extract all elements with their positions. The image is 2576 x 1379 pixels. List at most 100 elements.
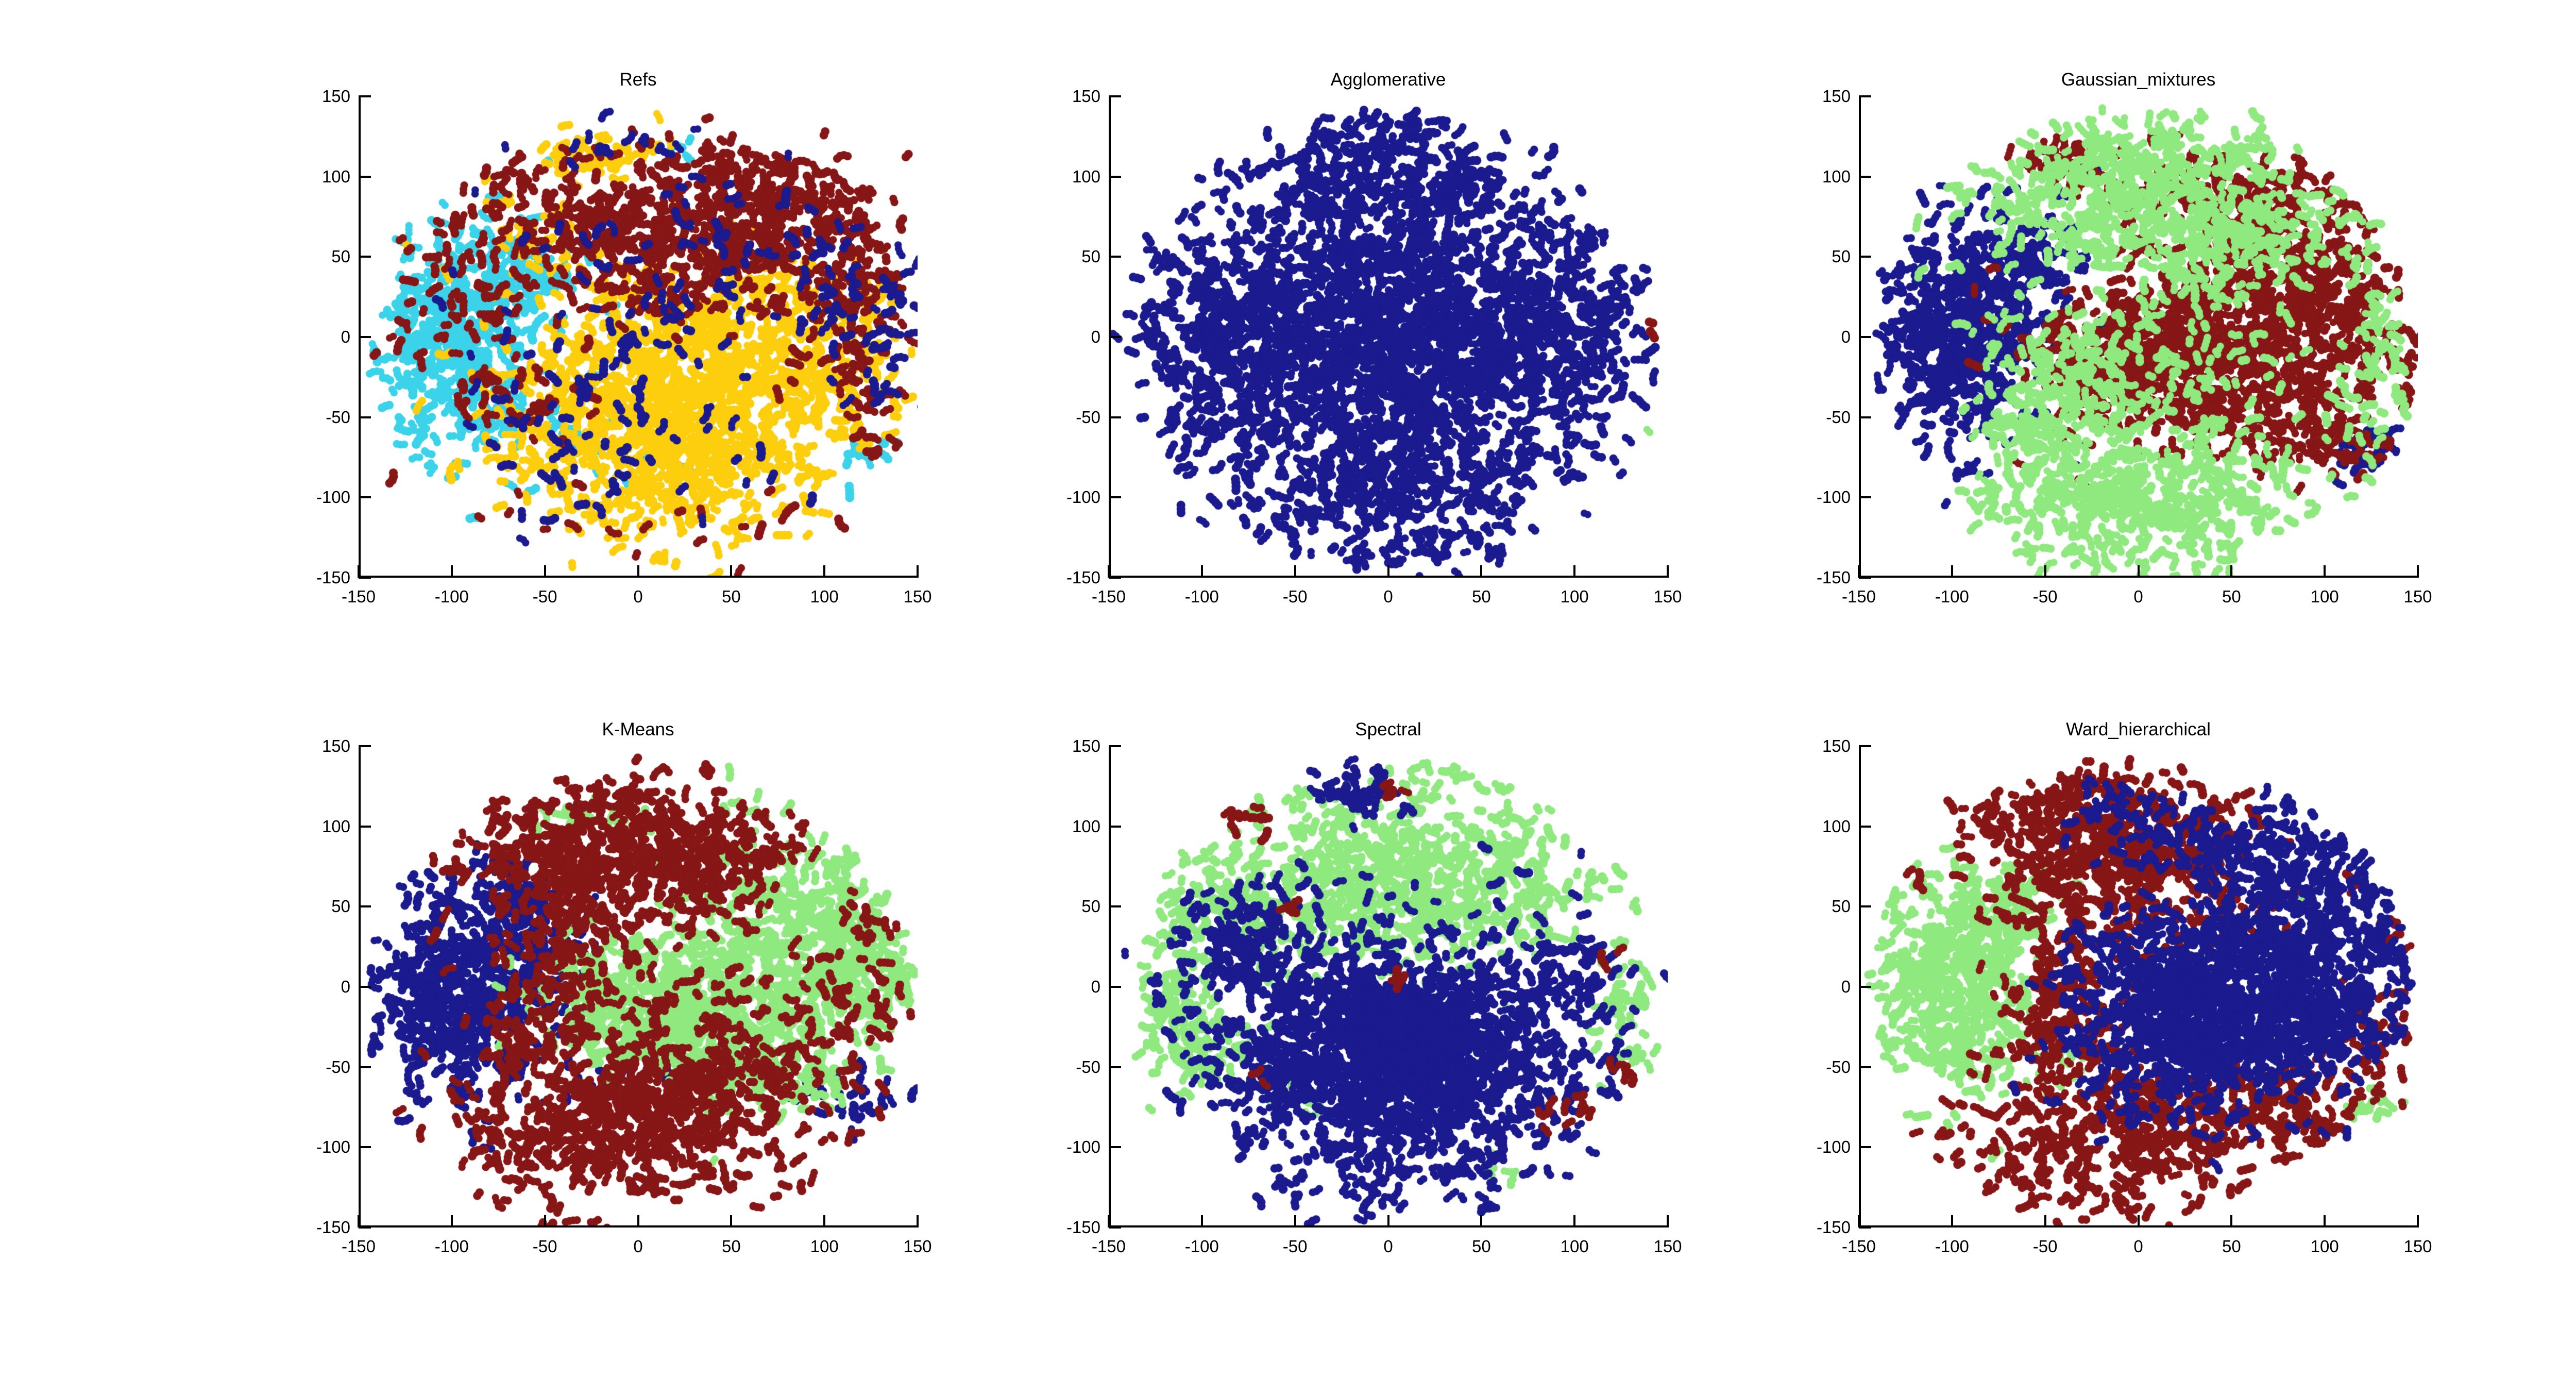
x-tick: [1200, 565, 1203, 578]
y-tick-label: -50: [1826, 1057, 1851, 1077]
x-tick: [1951, 1215, 1953, 1227]
y-tick-label: -100: [1066, 1137, 1100, 1157]
x-tick: [917, 565, 919, 578]
x-tick: [1480, 565, 1483, 578]
y-tick: [1109, 986, 1121, 988]
plot-title: Gaussian_mixtures: [2061, 70, 2216, 90]
subplot-gaussian-mixtures: Gaussian_mixtures -150 -100 -50 0 50 100 150 -1…: [1817, 70, 2432, 606]
plot-area: -150 -100 -50 0 50 100 150 -150 -100 -50 0 50 100 150: [1817, 736, 2432, 1256]
scatter-canvas: [1859, 746, 2418, 1227]
x-tick: [1951, 565, 1953, 578]
x-tick-label: 150: [1653, 1237, 1682, 1256]
x-tick-label: 50: [2222, 1237, 2241, 1256]
y-tick: [1859, 1226, 1871, 1229]
x-tick-label: -150: [1091, 1237, 1126, 1256]
x-tick: [2324, 565, 2326, 578]
y-tick: [359, 577, 371, 579]
y-tick-label: 0: [1091, 977, 1100, 996]
x-tick: [1667, 1215, 1669, 1227]
plot-title: K-Means: [602, 719, 674, 739]
subplot-spectral: Spectral -150 -100 -50 0 50 100 150 -150 -100 -50…: [1066, 719, 1682, 1256]
x-tick: [637, 1215, 639, 1227]
x-tick: [2044, 1215, 2046, 1227]
y-tick: [1109, 905, 1121, 908]
y-tick-label: 150: [321, 736, 350, 755]
x-tick-label: -150: [1841, 1237, 1876, 1256]
x-tick: [1667, 565, 1669, 578]
y-tick-label: 50: [331, 897, 350, 916]
subplot-agglomerative: Agglomerative -150 -100 -50 0 50 100 150 -150 -1…: [1066, 70, 1682, 606]
y-tick: [1109, 1066, 1121, 1068]
plot-area: -150 -100 -50 0 50 100 150 -150 -100 -50 0 50 100 150: [1066, 87, 1682, 606]
y-tick-label: 150: [1822, 736, 1851, 755]
y-tick: [1109, 175, 1121, 178]
y-tick-label: 0: [341, 977, 350, 996]
x-tick: [358, 565, 360, 578]
x-tick: [1858, 565, 1860, 578]
x-tick: [730, 565, 733, 578]
x-tick: [2230, 565, 2233, 578]
y-tick-label: 0: [1841, 977, 1851, 996]
y-tick: [1109, 256, 1121, 258]
x-tick: [1573, 565, 1576, 578]
x-tick: [2137, 1215, 2140, 1227]
x-tick-label: 100: [810, 587, 839, 606]
x-tick: [2230, 1215, 2233, 1227]
plot-title: Refs: [619, 70, 657, 90]
x-tick-label: -100: [1935, 1237, 1969, 1256]
y-tick-label: 50: [331, 247, 350, 266]
y-tick-label: -50: [326, 1057, 350, 1077]
y-tick-label: -150: [1066, 1218, 1100, 1237]
x-tick-label: 0: [1383, 587, 1393, 606]
y-tick-label: 150: [1822, 87, 1851, 106]
y-tick-label: 50: [1832, 897, 1851, 916]
x-tick: [917, 1215, 919, 1227]
y-tick: [359, 1226, 371, 1229]
y-tick: [359, 905, 371, 908]
y-tick: [359, 256, 371, 258]
y-tick-label: -50: [326, 407, 350, 427]
x-tick: [2137, 565, 2140, 578]
y-tick: [359, 1146, 371, 1149]
x-tick: [823, 565, 826, 578]
y-tick: [1109, 336, 1121, 338]
x-tick-label: 100: [1560, 1237, 1589, 1256]
y-tick-label: -50: [1826, 407, 1851, 427]
y-tick: [1859, 577, 1871, 579]
y-tick: [359, 745, 371, 747]
plot-title: Spectral: [1355, 719, 1421, 739]
x-tick-label: 150: [903, 587, 932, 606]
x-tick: [1573, 1215, 1576, 1227]
y-tick-label: 150: [321, 87, 350, 106]
x-tick: [1108, 1215, 1110, 1227]
y-tick: [1859, 986, 1871, 988]
y-tick: [1859, 496, 1871, 499]
y-tick: [1109, 577, 1121, 579]
x-tick-label: -100: [1184, 1237, 1219, 1256]
y-tick-label: -150: [1816, 1218, 1851, 1237]
plot-area: -150 -100 -50 0 50 100 150 -150 -100 -50 0 50 100 150: [316, 87, 932, 606]
x-tick-label: -150: [341, 1237, 376, 1256]
x-tick: [544, 1215, 546, 1227]
x-tick-label: -50: [1282, 587, 1308, 606]
y-tick: [1109, 1226, 1121, 1229]
x-tick: [2417, 1215, 2419, 1227]
x-tick: [2044, 565, 2046, 578]
x-tick: [1108, 565, 1110, 578]
x-tick: [730, 1215, 733, 1227]
x-tick-label: -100: [434, 1237, 469, 1256]
x-tick: [1858, 1215, 1860, 1227]
y-tick-label: -50: [1076, 1057, 1100, 1077]
y-tick: [1859, 1146, 1871, 1149]
y-tick-label: 50: [1081, 247, 1100, 266]
y-tick-label: -100: [316, 1137, 350, 1157]
y-tick: [1859, 905, 1871, 908]
x-tick: [1387, 565, 1389, 578]
x-tick-label: 150: [903, 1237, 932, 1256]
y-tick: [1109, 496, 1121, 499]
x-tick-label: -50: [2032, 587, 2058, 606]
x-tick: [2417, 565, 2419, 578]
x-tick-label: -50: [532, 1237, 557, 1256]
y-tick: [1859, 745, 1871, 747]
